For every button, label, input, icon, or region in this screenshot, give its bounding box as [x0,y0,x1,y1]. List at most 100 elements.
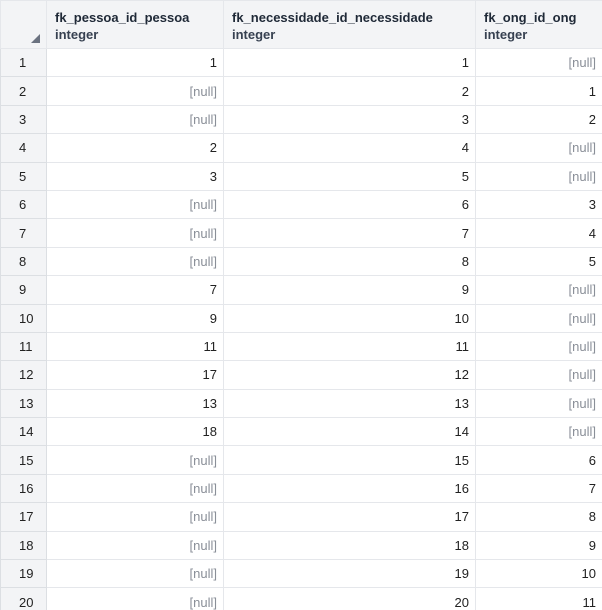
table-row[interactable]: 4 2 4 [null] [0,133,602,163]
cell-fk-ong[interactable]: [null] [475,331,602,362]
cell-fk-necessidade[interactable]: 7 [223,218,476,248]
row-number[interactable]: 14 [0,417,47,447]
table-row[interactable]: 5 3 5 [null] [0,161,602,191]
cell-fk-pessoa[interactable]: 11 [46,331,224,362]
row-number[interactable]: 18 [0,530,47,561]
cell-fk-ong[interactable]: 9 [475,530,602,561]
row-number[interactable]: 17 [0,502,47,532]
cell-fk-pessoa[interactable]: 9 [46,303,224,333]
cell-fk-necessidade[interactable]: 8 [223,246,476,277]
cell-fk-ong[interactable]: 10 [475,559,602,589]
table-row[interactable]: 1 1 1 [null] [0,47,602,78]
row-number[interactable]: 3 [0,104,47,135]
cell-fk-pessoa[interactable]: [null] [46,189,224,220]
cell-fk-necessidade[interactable]: 19 [223,559,476,589]
row-number[interactable]: 8 [0,246,47,277]
cell-fk-necessidade[interactable]: 15 [223,445,476,475]
cell-fk-ong[interactable]: [null] [475,303,602,333]
table-row[interactable]: 12 17 12 [null] [0,360,602,390]
cell-fk-necessidade[interactable]: 6 [223,189,476,220]
table-row[interactable]: 18 [null] 18 9 [0,530,602,561]
row-number[interactable]: 13 [0,388,47,419]
row-number[interactable]: 20 [0,587,47,610]
cell-fk-pessoa[interactable]: [null] [46,218,224,248]
row-number[interactable]: 19 [0,559,47,589]
cell-fk-necessidade[interactable]: 2 [223,76,476,106]
table-row[interactable]: 16 [null] 16 7 [0,473,602,504]
column-header-fk-ong[interactable]: fk_ong_id_ong integer [475,0,602,49]
cell-fk-necessidade[interactable]: 12 [223,360,476,390]
cell-fk-ong[interactable]: [null] [475,275,602,305]
table-row[interactable]: 6 [null] 6 3 [0,189,602,220]
cell-fk-ong[interactable]: 1 [475,76,602,106]
table-row[interactable]: 14 18 14 [null] [0,417,602,447]
select-all-corner[interactable] [0,0,47,49]
row-number[interactable]: 4 [0,133,47,163]
cell-fk-necessidade[interactable]: 13 [223,388,476,419]
cell-fk-pessoa[interactable]: 13 [46,388,224,419]
row-number[interactable]: 5 [0,161,47,191]
cell-fk-ong[interactable]: 4 [475,218,602,248]
row-number[interactable]: 1 [0,47,47,78]
cell-fk-pessoa[interactable]: [null] [46,502,224,532]
row-number[interactable]: 9 [0,275,47,305]
table-row[interactable]: 13 13 13 [null] [0,388,602,419]
table-row[interactable]: 9 7 9 [null] [0,275,602,305]
cell-fk-ong[interactable]: 5 [475,246,602,277]
cell-fk-ong[interactable]: 7 [475,473,602,504]
cell-fk-necessidade[interactable]: 10 [223,303,476,333]
cell-fk-pessoa[interactable]: [null] [46,445,224,475]
cell-fk-necessidade[interactable]: 9 [223,275,476,305]
table-row[interactable]: 10 9 10 [null] [0,303,602,333]
cell-fk-ong[interactable]: [null] [475,161,602,191]
table-row[interactable]: 7 [null] 7 4 [0,218,602,248]
cell-fk-necessidade[interactable]: 11 [223,331,476,362]
cell-fk-necessidade[interactable]: 18 [223,530,476,561]
cell-fk-pessoa[interactable]: 18 [46,417,224,447]
cell-fk-pessoa[interactable]: 1 [46,47,224,78]
row-number[interactable]: 11 [0,331,47,362]
cell-fk-ong[interactable]: 6 [475,445,602,475]
row-number[interactable]: 10 [0,303,47,333]
cell-fk-pessoa[interactable]: [null] [46,473,224,504]
table-row[interactable]: 3 [null] 3 2 [0,104,602,135]
cell-fk-ong[interactable]: [null] [475,360,602,390]
cell-fk-necessidade[interactable]: 4 [223,133,476,163]
row-number[interactable]: 2 [0,76,47,106]
table-row[interactable]: 19 [null] 19 10 [0,559,602,589]
table-row[interactable]: 20 [null] 20 11 [0,587,602,610]
table-row[interactable]: 8 [null] 8 5 [0,246,602,277]
table-row[interactable]: 17 [null] 17 8 [0,502,602,532]
cell-fk-necessidade[interactable]: 16 [223,473,476,504]
cell-fk-necessidade[interactable]: 14 [223,417,476,447]
cell-fk-necessidade[interactable]: 1 [223,47,476,78]
row-number[interactable]: 15 [0,445,47,475]
cell-fk-ong[interactable]: 2 [475,104,602,135]
cell-fk-necessidade[interactable]: 20 [223,587,476,610]
cell-fk-pessoa[interactable]: 17 [46,360,224,390]
cell-fk-ong[interactable]: 11 [475,587,602,610]
cell-fk-pessoa[interactable]: [null] [46,246,224,277]
cell-fk-ong[interactable]: 8 [475,502,602,532]
cell-fk-ong[interactable]: 3 [475,189,602,220]
cell-fk-pessoa[interactable]: [null] [46,530,224,561]
row-number[interactable]: 6 [0,189,47,220]
cell-fk-pessoa[interactable]: [null] [46,587,224,610]
column-header-fk-necessidade[interactable]: fk_necessidade_id_necessidade integer [223,0,476,49]
cell-fk-pessoa[interactable]: [null] [46,559,224,589]
cell-fk-necessidade[interactable]: 5 [223,161,476,191]
cell-fk-pessoa[interactable]: 3 [46,161,224,191]
row-number[interactable]: 16 [0,473,47,504]
cell-fk-ong[interactable]: [null] [475,417,602,447]
cell-fk-ong[interactable]: [null] [475,388,602,419]
table-row[interactable]: 11 11 11 [null] [0,331,602,362]
row-number[interactable]: 7 [0,218,47,248]
table-row[interactable]: 2 [null] 2 1 [0,76,602,106]
cell-fk-pessoa[interactable]: [null] [46,76,224,106]
row-number[interactable]: 12 [0,360,47,390]
cell-fk-ong[interactable]: [null] [475,133,602,163]
cell-fk-pessoa[interactable]: [null] [46,104,224,135]
cell-fk-pessoa[interactable]: 2 [46,133,224,163]
table-row[interactable]: 15 [null] 15 6 [0,445,602,475]
cell-fk-necessidade[interactable]: 3 [223,104,476,135]
